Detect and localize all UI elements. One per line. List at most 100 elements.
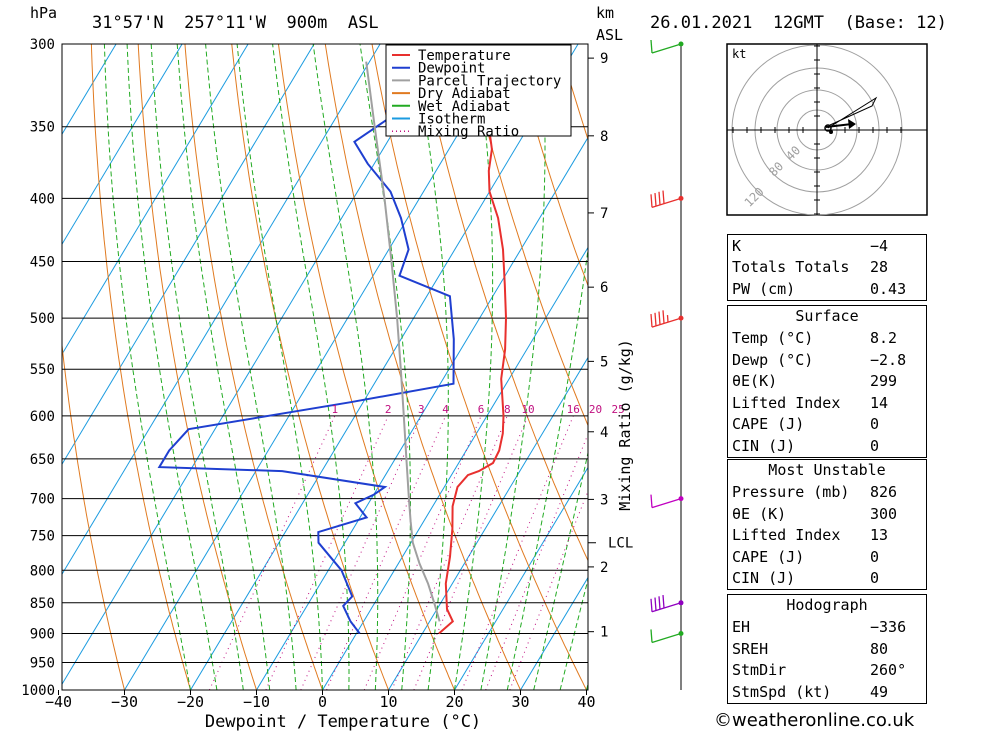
wet-adiabat-line	[312, 44, 379, 690]
wet-adiabat-line	[205, 44, 297, 690]
wind-barb-feather	[650, 629, 653, 643]
wind-barb-feather	[650, 494, 653, 508]
surface-value: 14	[870, 393, 889, 412]
wet-adiabat-line	[454, 44, 494, 690]
lcl-label: LCL	[608, 536, 633, 552]
mixing-ratio-line	[413, 415, 529, 690]
hodograph-param-row: StmSpd (kt) 49	[728, 681, 926, 703]
mixing-ratio-line	[391, 415, 508, 690]
dry-adiabat-line	[511, 44, 588, 288]
dry-adiabat-line	[277, 44, 455, 690]
x-axis-label: Dewpoint / Temperature (°C)	[205, 712, 481, 732]
surface-row: Lifted Index 14	[728, 392, 926, 414]
legend-label: Wet Adiabat	[418, 99, 511, 115]
dry-adiabat-line	[418, 44, 588, 562]
pressure-tick-label: 650	[30, 452, 55, 468]
wind-barb-feather	[654, 193, 657, 207]
dry-adiabat-line	[465, 44, 588, 427]
most-unstable-row: θE (K) 300	[728, 503, 926, 525]
dry-adiabat-line	[324, 44, 521, 690]
hodograph-unit-label: kt	[732, 47, 746, 61]
km-tick-label: 7	[600, 206, 608, 222]
wind-barb-staff	[651, 602, 682, 613]
surface-row: θE(K) 299	[728, 371, 926, 393]
km-tick-label: 9	[600, 51, 608, 67]
x-tick-label: 20	[445, 693, 463, 711]
index-row: K −4	[728, 235, 926, 257]
dry-adiabat-line	[977, 37, 1000, 690]
most-unstable-title: Most Unstable	[768, 461, 886, 479]
wind-barb-feather	[650, 194, 653, 208]
hodograph-trace	[827, 96, 878, 129]
wind-barb-staff	[651, 197, 682, 208]
km-tick-label: 8	[600, 129, 608, 145]
pressure-tick-label: 900	[30, 626, 55, 642]
surface-label: θE(K)	[732, 372, 778, 391]
most-unstable-value: 0	[870, 547, 880, 566]
most-unstable-label: θE (K)	[732, 504, 787, 523]
asl-label: ASL	[596, 26, 623, 44]
index-value: −4	[870, 236, 889, 255]
isotherm-line	[256, 136, 588, 690]
pressure-tick-label: 350	[30, 120, 55, 136]
most-unstable-row: CIN (J) 0	[728, 568, 926, 590]
wet-adiabat-line	[359, 44, 411, 690]
wet-adiabat-line	[559, 577, 588, 690]
km-tick-label: 5	[600, 354, 608, 370]
isotherm-line	[62, 44, 249, 356]
surface-box: Surface Temp (°C) 8.2 Dewp (°C) −2.8 θE(K) 29…	[727, 305, 927, 458]
hodograph-param-label: StmSpd (kt)	[732, 682, 832, 701]
hodograph-param-label: SREH	[732, 639, 769, 658]
hodograph-param-row: SREH 80	[728, 638, 926, 660]
x-tick-label: 10	[379, 693, 397, 711]
surface-value: −2.8	[870, 350, 907, 369]
x-tick-label: −30	[111, 693, 138, 711]
mixing-ratio-label: 8	[504, 403, 511, 416]
hodograph-param-value: 260°	[870, 661, 907, 680]
dry-adiabat-line	[231, 44, 389, 690]
hodograph-param-row: EH −336	[728, 617, 926, 639]
location-title: 31°57'N 257°11'W 900m ASL	[92, 13, 379, 33]
wind-barb-feather	[658, 311, 661, 325]
mixing-ratio-label: 25	[611, 403, 624, 416]
mixing-ratio-label: 16	[567, 403, 580, 416]
most-unstable-row: Lifted Index 13	[728, 525, 926, 547]
hodograph-param-label: EH	[732, 618, 751, 637]
dry-adiabat-line	[90, 44, 191, 690]
index-row: PW (cm) 0.43	[728, 278, 926, 300]
mixing-ratio-axis-label: Mixing Ratio (g/kg)	[616, 339, 634, 511]
hodograph-arrowhead	[848, 119, 856, 129]
mixing-ratio-line	[300, 415, 422, 690]
wind-barb	[650, 494, 684, 509]
wind-barb-feather	[650, 598, 653, 612]
most-unstable-value: 13	[870, 526, 889, 545]
wind-barb-feather	[658, 191, 661, 205]
most-unstable-row: Pressure (mb) 826	[728, 482, 926, 504]
wind-barb	[650, 39, 684, 54]
index-label: PW (cm)	[732, 279, 796, 298]
most-unstable-box: Most Unstable Pressure (mb) 826 θE (K) 300 L…	[727, 459, 927, 590]
index-value: 28	[870, 258, 889, 277]
mixing-ratio-line	[208, 415, 336, 690]
wind-barb-feather	[662, 190, 665, 204]
hodograph-param-value: 80	[870, 639, 889, 658]
x-tick-label: −40	[45, 693, 72, 711]
wind-barbs	[650, 39, 684, 690]
most-unstable-label: CAPE (J)	[732, 547, 805, 566]
dry-adiabat-line	[371, 44, 587, 690]
hodograph-start-marker	[824, 124, 832, 132]
wind-barb-feather	[654, 312, 657, 326]
index-label: Totals Totals	[732, 258, 850, 277]
wet-adiabat-line	[413, 44, 449, 690]
pressure-tick-label: 850	[30, 596, 55, 612]
surface-value: 0	[870, 415, 880, 434]
surface-row: Temp (°C) 8.2	[728, 328, 926, 350]
pressure-tick-label: 950	[30, 655, 55, 671]
mixing-ratio-label: 10	[521, 403, 534, 416]
surface-label: CIN (J)	[732, 436, 796, 455]
isotherm-line	[322, 246, 588, 690]
surface-label: CAPE (J)	[732, 415, 805, 434]
legend-label: Dewpoint	[418, 61, 485, 77]
